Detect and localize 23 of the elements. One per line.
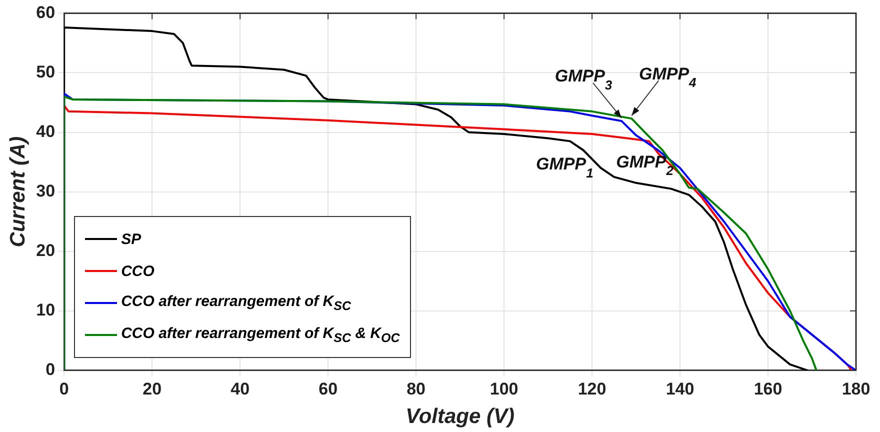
y-tick-label: 0	[46, 360, 56, 380]
x-tick-label: 40	[230, 379, 250, 398]
legend-label: CCO	[121, 262, 154, 280]
x-tick-label: 140	[666, 379, 694, 398]
legend-label: CCO after rearrangement of K$_{SC}$	[121, 293, 352, 314]
y-tick-label: 40	[36, 122, 56, 141]
x-tick-label: 80	[406, 379, 426, 398]
x-tick-label: 60	[318, 379, 338, 398]
y-axis-title: Current (A)	[6, 136, 30, 248]
x-tick-label: 100	[490, 379, 518, 398]
x-tick-label: 160	[754, 379, 782, 398]
x-tick-label: 120	[578, 379, 606, 398]
x-tick-label: 180	[842, 379, 870, 398]
y-tick-label: 60	[36, 2, 56, 22]
legend-label: SP	[121, 230, 142, 248]
x-axis-title: Voltage (V)	[406, 405, 515, 428]
y-tick-label: 30	[36, 181, 56, 200]
y-tick-label: 50	[36, 62, 56, 82]
x-tick-label: 0	[59, 379, 69, 398]
y-tick-label: 10	[36, 300, 56, 320]
x-tick-label: 20	[142, 379, 162, 398]
y-tick-label: 20	[36, 241, 56, 260]
legend-label: CCO after rearrangement of K$_{SC}$ & K$_{OC}$	[121, 325, 400, 346]
